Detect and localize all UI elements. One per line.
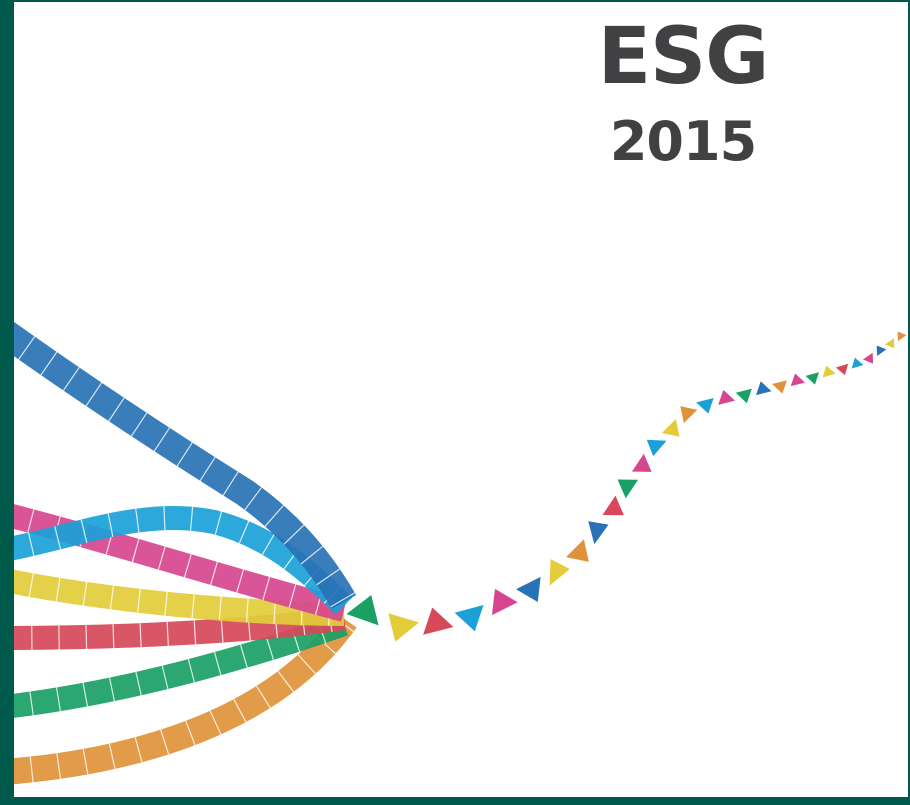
strip-triangle <box>423 607 454 635</box>
strip-triangle <box>755 381 772 396</box>
strip-triangle <box>696 397 714 414</box>
strip-triangle <box>588 521 609 545</box>
ribbon-art <box>14 321 907 785</box>
strip-triangle <box>735 388 752 404</box>
strip-triangle <box>718 389 736 405</box>
strip-triangle <box>515 576 541 603</box>
ribbon <box>14 569 345 626</box>
strip-triangle <box>835 363 849 376</box>
strip-triangle <box>631 453 652 472</box>
strip-triangle <box>790 373 805 387</box>
ribbon <box>14 321 357 609</box>
ribbon <box>14 612 357 785</box>
strip-triangle <box>884 338 895 349</box>
cover: ESG 2015 <box>14 2 908 797</box>
strip-triangle <box>646 439 667 457</box>
strip-triangle <box>851 357 864 369</box>
strip-triangle <box>491 588 518 616</box>
strip-triangle <box>566 539 589 562</box>
strip-triangle <box>549 559 570 586</box>
strip-triangle <box>822 365 836 378</box>
strip-triangle <box>862 352 874 364</box>
strip-triangle <box>388 613 420 642</box>
strip-triangle <box>805 372 820 385</box>
strip-triangle <box>661 419 680 437</box>
strip-triangle <box>680 406 698 423</box>
cover-title: ESG <box>597 12 769 102</box>
ribbon <box>14 504 347 622</box>
strip-triangle <box>602 495 624 516</box>
strip-triangle <box>772 380 787 394</box>
ribbon <box>14 612 348 718</box>
strip-triangle <box>897 331 907 342</box>
cover-year: 2015 <box>609 110 757 173</box>
strip-triangle <box>876 345 887 356</box>
strip-triangle <box>617 479 639 499</box>
strip-triangle <box>346 595 379 626</box>
strip-triangle <box>454 605 484 632</box>
